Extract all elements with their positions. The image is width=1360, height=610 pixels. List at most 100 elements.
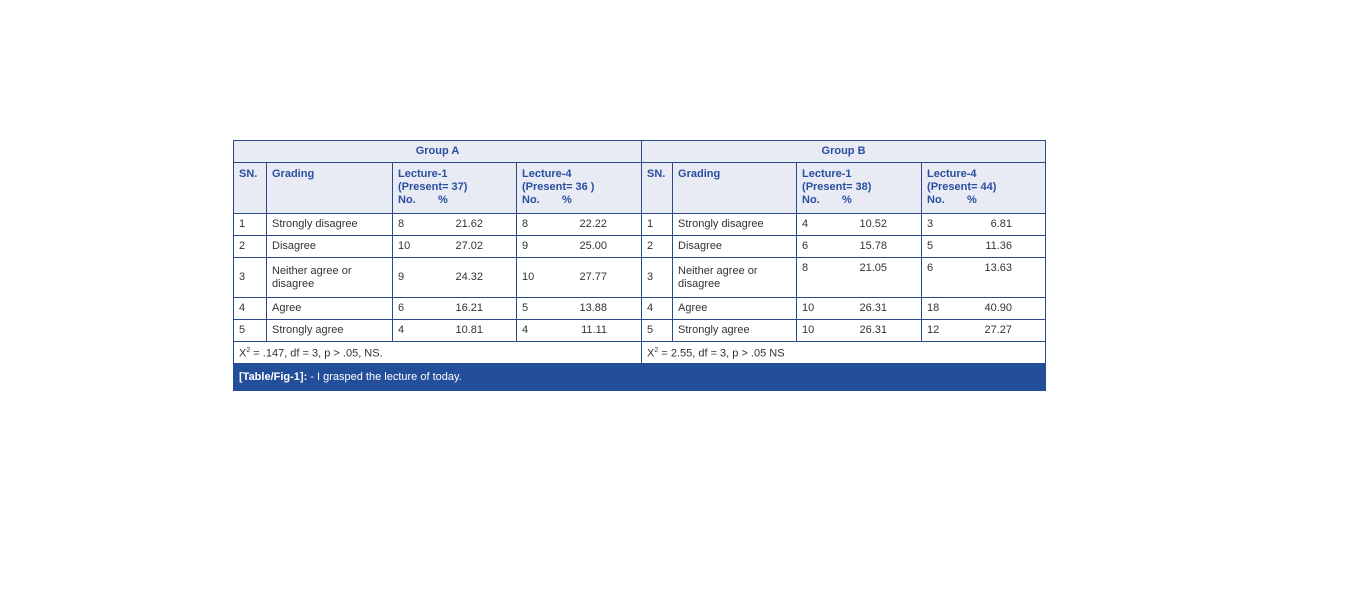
percent-value: 10.81	[455, 324, 483, 336]
lec1-title: Lecture-1	[802, 168, 852, 180]
l4-cell: 10 27.77	[515, 257, 643, 298]
l4-cell: 8 22.22	[515, 213, 643, 236]
l4-cell: 6 13.63	[921, 257, 1047, 298]
l1-cell: 4 10.81	[392, 319, 517, 342]
no-pct-pair: 10 27.77	[522, 271, 636, 284]
percent-value: 26.31	[859, 324, 888, 336]
grading-cell: Strongly agree	[672, 319, 798, 342]
caption-row: [Table/Fig-1]: - I grasped the lecture o…	[232, 363, 1047, 391]
grading-header: Grading	[266, 162, 393, 214]
no-pct-pair: 9 25.00	[522, 240, 636, 253]
stat-superscript: 2	[654, 347, 659, 355]
count-value: 8	[802, 262, 809, 274]
table-row: 3 Neither agree or disagree 9 24.32 10 27.77 3…	[233, 257, 1047, 298]
l4-cell: 5 13.88	[515, 297, 643, 320]
l1-cell: 6 15.78	[796, 235, 923, 258]
count-value: 4	[398, 324, 405, 336]
l1-cell: 8 21.05	[796, 257, 923, 298]
group-title: Group A	[232, 140, 643, 163]
pct-header: %	[438, 194, 448, 206]
no-pct-pair: 4 10.81	[398, 324, 511, 337]
l4-cell: 3 6.81	[921, 213, 1047, 236]
no-pct-pair: 6 13.63	[927, 262, 1040, 275]
percent-value: 15.78	[859, 240, 888, 252]
l4-cell: 4 11.11	[515, 319, 643, 342]
no-pct-pair: 10 27.02	[398, 240, 511, 253]
table-row: 5 Strongly agree 4 10.81 4 11.11 5 Strongly agr…	[233, 319, 1047, 342]
percent-value: 21.05	[859, 262, 888, 274]
stat-symbol: X	[239, 347, 247, 360]
grading-cell: Disagree	[672, 235, 798, 258]
table-row: 4 Agree 6 16.21 5 13.88 4 Agree 10 26.31 18 40.90	[233, 297, 1047, 320]
lec1-header: Lecture-1 (Present= 37) No.%	[392, 162, 517, 214]
no-header: No.	[802, 194, 820, 206]
grading-cell: Neither agree or disagree	[266, 257, 393, 298]
no-pct-pair: 18 40.90	[927, 302, 1040, 315]
no-pct-pair: 6 16.21	[398, 302, 511, 315]
sn-cell: 5	[641, 319, 674, 342]
column-header-row: SN. Grading Lecture-1 (Present= 37) No.% Lect…	[233, 162, 1047, 214]
pct-header: %	[967, 194, 977, 206]
count-value: 5	[522, 302, 529, 314]
count-value: 10	[398, 240, 411, 252]
percent-value: 40.90	[984, 302, 1013, 314]
sn-cell: 3	[233, 257, 267, 298]
sn-cell: 2	[641, 235, 674, 258]
count-value: 9	[398, 271, 405, 283]
count-value: 8	[398, 218, 405, 230]
percent-value: 13.63	[984, 262, 1013, 274]
lec1-present: (Present= 38)	[802, 181, 872, 193]
percent-value: 27.27	[984, 324, 1013, 336]
lec4-header: Lecture-4 (Present= 44) No.%	[921, 162, 1047, 214]
no-header: No.	[398, 194, 416, 206]
percent-value: 24.32	[455, 271, 483, 283]
pct-header: %	[562, 194, 572, 206]
no-pct-pair: 8 21.62	[398, 218, 511, 231]
no-pct-pair: 10 26.31	[802, 324, 916, 337]
l4-cell: 12 27.27	[921, 319, 1047, 342]
no-pct-pair: 6 15.78	[802, 240, 916, 253]
no-pct-pair: 4 10.52	[802, 218, 916, 231]
no-pct-pair: 10 26.31	[802, 302, 916, 315]
count-value: 10	[802, 324, 815, 336]
lec1-title: Lecture-1	[398, 168, 448, 180]
group-header-row: Group A Group B	[232, 140, 1047, 163]
percent-value: 22.22	[579, 218, 607, 230]
percent-value: 27.77	[579, 271, 607, 283]
percent-value: 6.81	[990, 218, 1013, 230]
no-pct-header: No.%	[802, 194, 916, 207]
no-pct-pair: 5 11.36	[927, 240, 1040, 253]
percent-value: 27.02	[455, 240, 483, 252]
percent-value: 13.88	[579, 302, 607, 314]
l1-cell: 6 16.21	[392, 297, 517, 320]
lec1-header: Lecture-1 (Present= 38) No.%	[796, 162, 923, 214]
sn-cell: 4	[641, 297, 674, 320]
count-value: 10	[522, 271, 535, 283]
no-header: No.	[522, 194, 540, 206]
no-pct-pair: 4 11.11	[522, 324, 636, 337]
percent-value: 25.00	[579, 240, 607, 252]
no-pct-header: No.%	[398, 194, 511, 207]
group-title: Group B	[641, 140, 1047, 163]
count-value: 3	[927, 218, 934, 230]
count-value: 8	[522, 218, 529, 230]
sn-cell: 1	[641, 213, 674, 236]
table-row: 1 Strongly disagree 8 21.62 8 22.22 1 Strongly …	[233, 213, 1047, 236]
percent-value: 21.62	[455, 218, 483, 230]
table-row: 2 Disagree 10 27.02 9 25.00 2 Disagree 6 15.78 5 11…	[233, 235, 1047, 258]
l4-cell: 9 25.00	[515, 235, 643, 258]
grading-cell: Strongly agree	[266, 319, 393, 342]
percent-value: 26.31	[859, 302, 888, 314]
caption-text: - I grasped the lecture of today.	[307, 370, 462, 383]
lec1-present: (Present= 37)	[398, 181, 468, 193]
count-value: 5	[927, 240, 934, 252]
percent-value: 16.21	[455, 302, 483, 314]
survey-table: Group A Group B SN. Grading Lecture-1 (Presen…	[232, 140, 1047, 391]
no-pct-pair: 8 21.05	[802, 262, 916, 275]
percent-value: 11.11	[581, 324, 607, 336]
l4-cell: 18 40.90	[921, 297, 1047, 320]
count-value: 9	[522, 240, 529, 252]
count-value: 6	[927, 262, 934, 274]
grading-cell: Neither agree or disagree	[672, 257, 798, 298]
no-pct-pair: 3 6.81	[927, 218, 1040, 231]
